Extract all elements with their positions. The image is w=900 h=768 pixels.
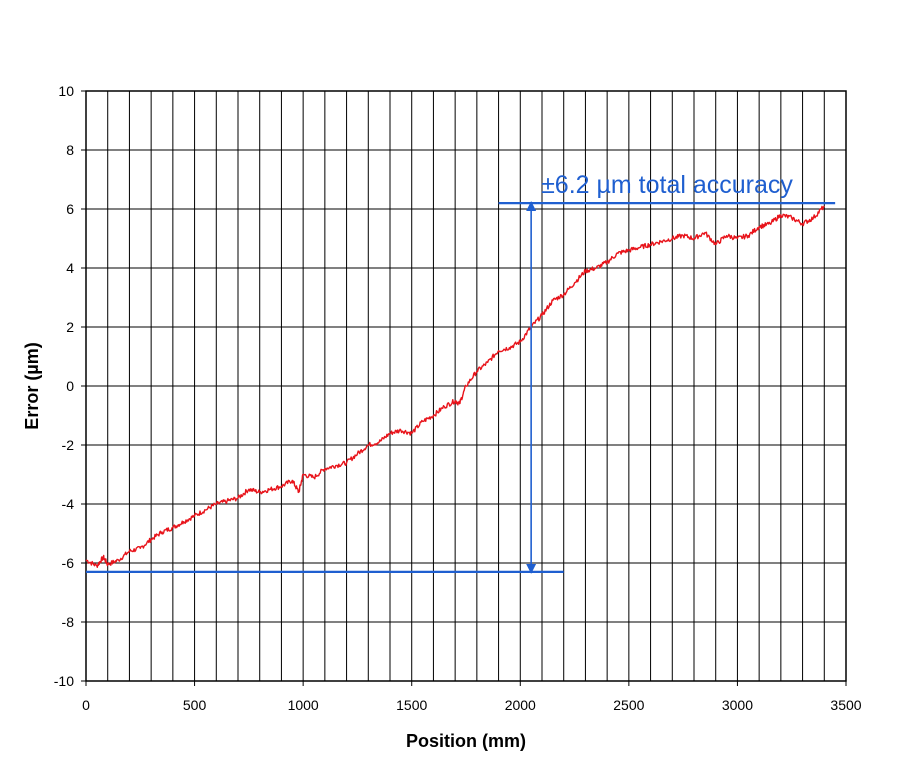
y-tick-label: 8 xyxy=(66,142,74,158)
x-tick-label: 0 xyxy=(82,697,90,713)
y-axis-title: Error (µm) xyxy=(22,342,42,429)
x-tick-label: 3000 xyxy=(722,697,753,713)
x-tick-label: 1000 xyxy=(288,697,319,713)
y-tick-label: 4 xyxy=(66,260,74,276)
annotations: ±6.2 µm total accuracy xyxy=(86,171,836,574)
error-series-line xyxy=(85,205,825,568)
accuracy-annotation-label: ±6.2 µm total accuracy xyxy=(541,171,793,199)
y-tick-label: 2 xyxy=(66,319,74,335)
y-tick-label: -8 xyxy=(62,614,75,630)
x-tick-label: 1500 xyxy=(396,697,427,713)
x-tick-label: 2000 xyxy=(505,697,536,713)
y-tick-label: 0 xyxy=(66,378,74,394)
y-tick-label: -6 xyxy=(62,555,75,571)
y-tick-label: 6 xyxy=(66,201,74,217)
y-axis-ticks: 10 8 6 4 2 0 -2 -4 -6 -8 -10 xyxy=(54,83,86,689)
x-tick-label: 500 xyxy=(183,697,207,713)
x-axis-title: Position (mm) xyxy=(406,731,526,751)
y-tick-label: -4 xyxy=(62,496,75,512)
y-tick-label: -10 xyxy=(54,673,74,689)
y-tick-label: -2 xyxy=(62,437,75,453)
series xyxy=(85,205,825,568)
y-tick-label: 10 xyxy=(58,83,74,99)
x-tick-label: 2500 xyxy=(613,697,644,713)
x-tick-label: 3500 xyxy=(830,697,861,713)
x-axis-ticks: 0 500 1000 1500 2000 2500 3000 3500 xyxy=(82,681,862,713)
